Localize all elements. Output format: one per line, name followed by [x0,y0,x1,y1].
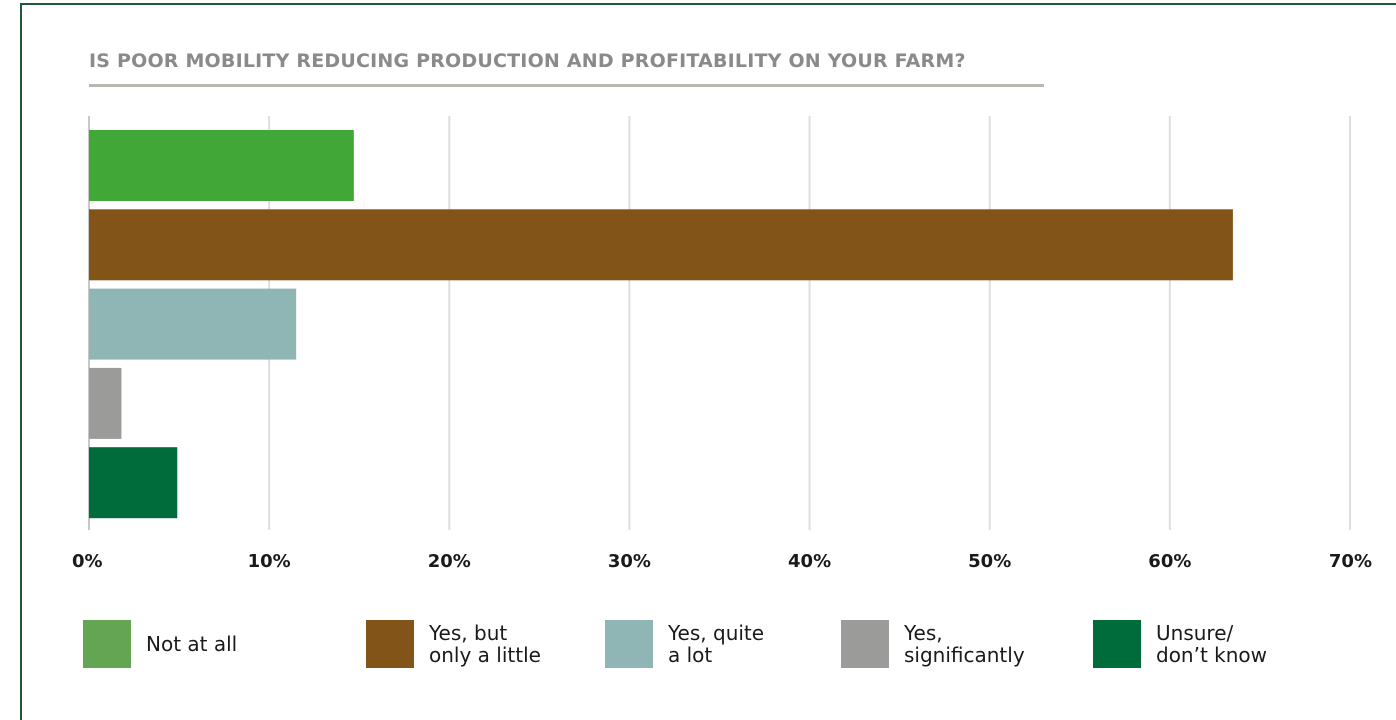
x-tick-label: 40% [788,551,831,572]
chart-frame [20,3,1396,720]
x-tick-label: 50% [968,551,1011,572]
x-axis-ticks: 0% 10% 20% 30% 40% 50% 60% 70% [72,551,1372,572]
x-tick-label: 10% [248,551,291,572]
bar [89,209,1233,281]
x-tick-label: 20% [428,551,471,572]
chart-title: IS POOR MOBILITY REDUCING PRODUCTION AND… [89,50,966,72]
x-tick-label: 60% [1148,551,1191,572]
x-tick-label: 0% [72,551,103,572]
bar [89,367,122,439]
x-tick-label: 70% [1329,551,1372,572]
bar [89,130,354,201]
bars [89,130,1233,519]
bar [89,447,178,519]
x-tick-label: 30% [608,551,651,572]
bar [89,288,297,360]
title-underline [89,84,1044,87]
